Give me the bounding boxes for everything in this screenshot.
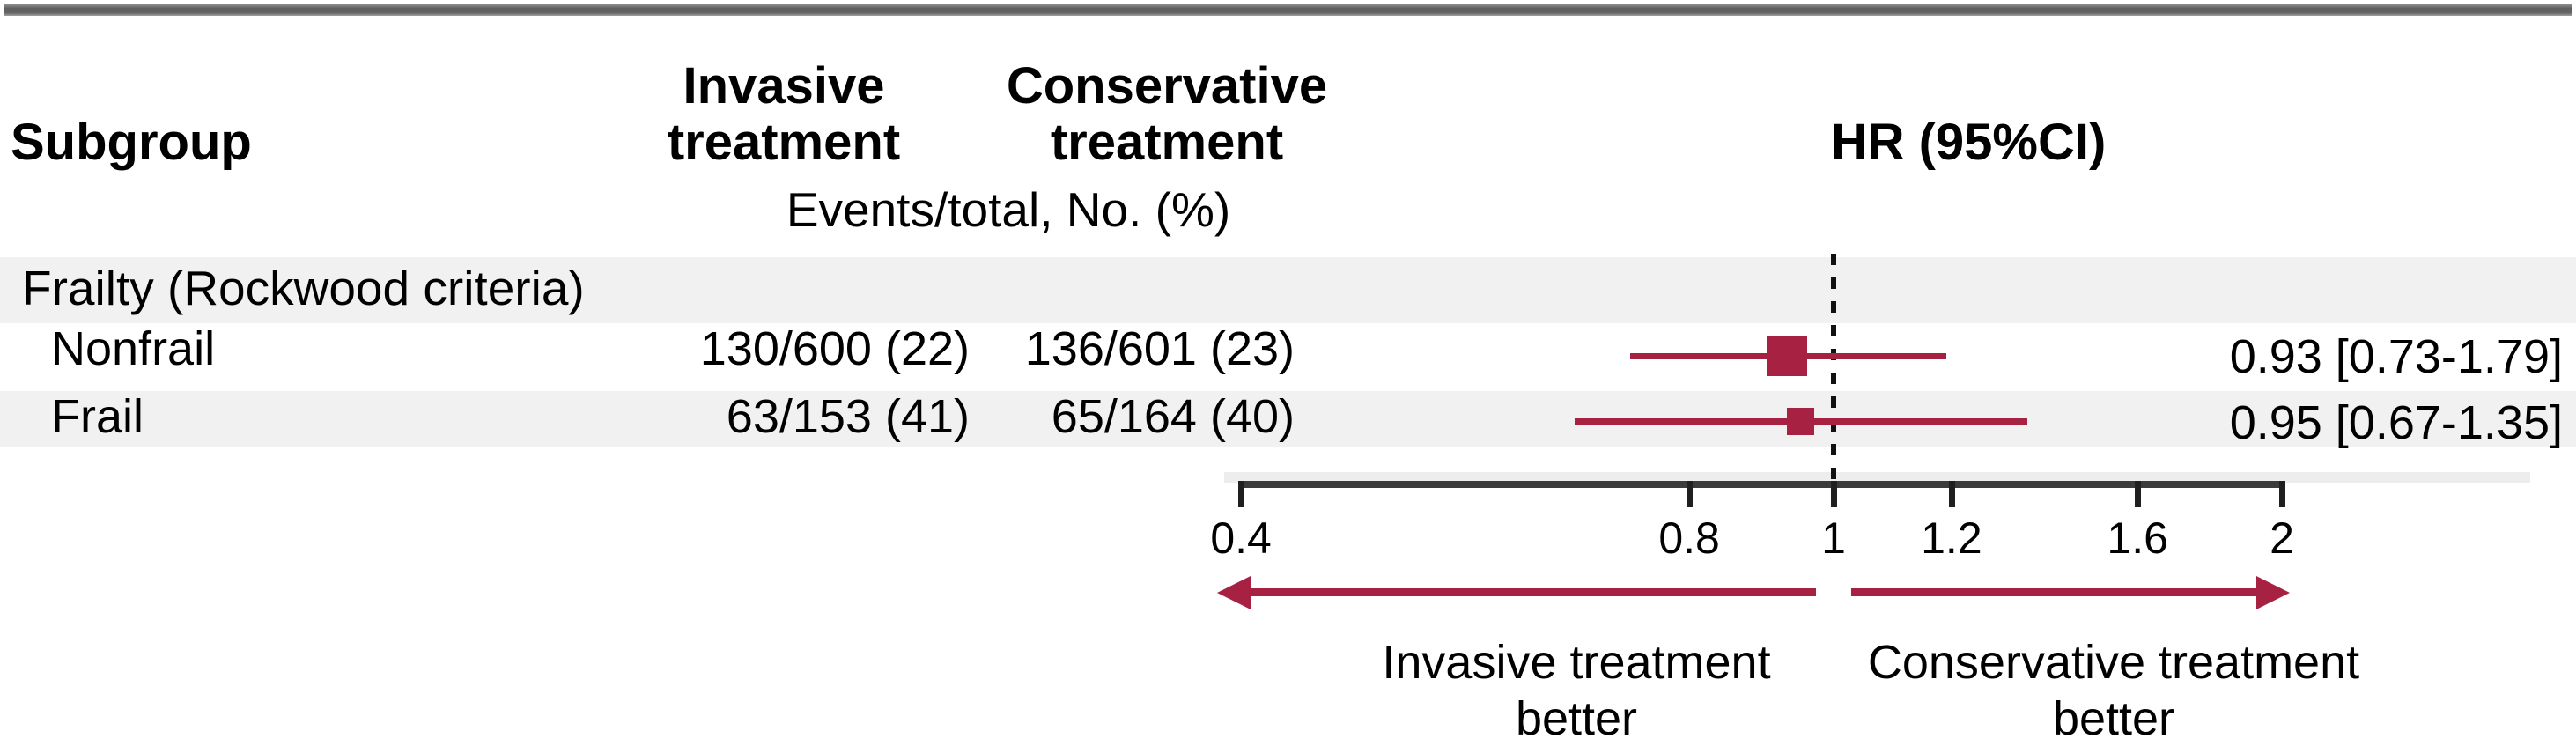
hr-marker-nonfrail: [1766, 336, 1807, 376]
axis-tick-label: 1: [1821, 513, 1846, 563]
left-direction-label-line1: Invasive treatment: [1382, 636, 1771, 689]
right-direction-label-line1: Conservative treatment: [1867, 636, 2360, 689]
row-frail-conservative-events: 65/164 (40): [1051, 390, 1295, 443]
axis-tick-label: 2: [2270, 513, 2294, 563]
group-label: Frailty (Rockwood criteria): [22, 261, 585, 315]
column-header-conservative: Conservative treatment: [898, 58, 1436, 171]
axis-tick-label: 0.8: [1658, 513, 1720, 563]
axis-tick-label: 1.2: [1921, 513, 1982, 563]
axis-backdrop-strip: [1224, 472, 2530, 483]
row-label-nonfrail: Nonfrail: [51, 322, 216, 375]
events-total-subheader: Events/total, No. (%): [786, 182, 1231, 237]
axis-tick-label: 1.6: [2107, 513, 2168, 563]
axis-tick: [2279, 481, 2286, 507]
axis-tick: [1831, 481, 1837, 507]
top-rule: [4, 4, 2572, 16]
axis-tick-label: 0.4: [1210, 513, 1272, 563]
left-direction-label: Invasive treatment better: [1268, 634, 1885, 746]
reference-line-hr1: [1831, 254, 1836, 486]
row-frail-invasive-events: 63/153 (41): [726, 390, 970, 443]
row-nonfrail-conservative-events: 136/601 (23): [1024, 322, 1295, 375]
column-header-invasive: Invasive treatment: [564, 58, 1004, 171]
right-direction-label: Conservative treatment better: [1799, 634, 2428, 746]
column-header-invasive-line1: Invasive: [683, 57, 885, 114]
row-frail-hr-value: 0.95 [0.67-1.35]: [2229, 396, 2563, 449]
axis-tick: [2135, 481, 2142, 507]
frail-row-band: [0, 391, 2576, 447]
column-header-invasive-line2: treatment: [667, 114, 901, 171]
column-header-subgroup: Subgroup: [11, 114, 252, 171]
conservative-better-arrowhead-icon: [2256, 576, 2290, 609]
right-direction-label-line2: better: [2052, 692, 2175, 745]
group-row-band: [0, 257, 2576, 323]
hr-marker-frail: [1786, 407, 1814, 435]
invasive-better-arrow-shaft: [1244, 588, 1816, 596]
conservative-better-arrow-shaft: [1851, 588, 2263, 596]
column-header-hr: HR (95%CI): [1830, 114, 2107, 171]
column-header-conservative-line2: treatment: [1050, 114, 1284, 171]
x-axis-line: [1241, 481, 2283, 488]
axis-tick: [1687, 481, 1694, 507]
row-nonfrail-hr-value: 0.93 [0.73-1.79]: [2229, 330, 2563, 383]
axis-tick: [1948, 481, 1955, 507]
column-header-conservative-line1: Conservative: [1006, 57, 1328, 114]
axis-tick: [1238, 481, 1245, 507]
row-nonfrail-invasive-events: 130/600 (22): [699, 322, 970, 375]
invasive-better-arrowhead-icon: [1217, 576, 1251, 609]
row-label-frail: Frail: [51, 390, 144, 443]
left-direction-label-line2: better: [1515, 692, 1638, 745]
